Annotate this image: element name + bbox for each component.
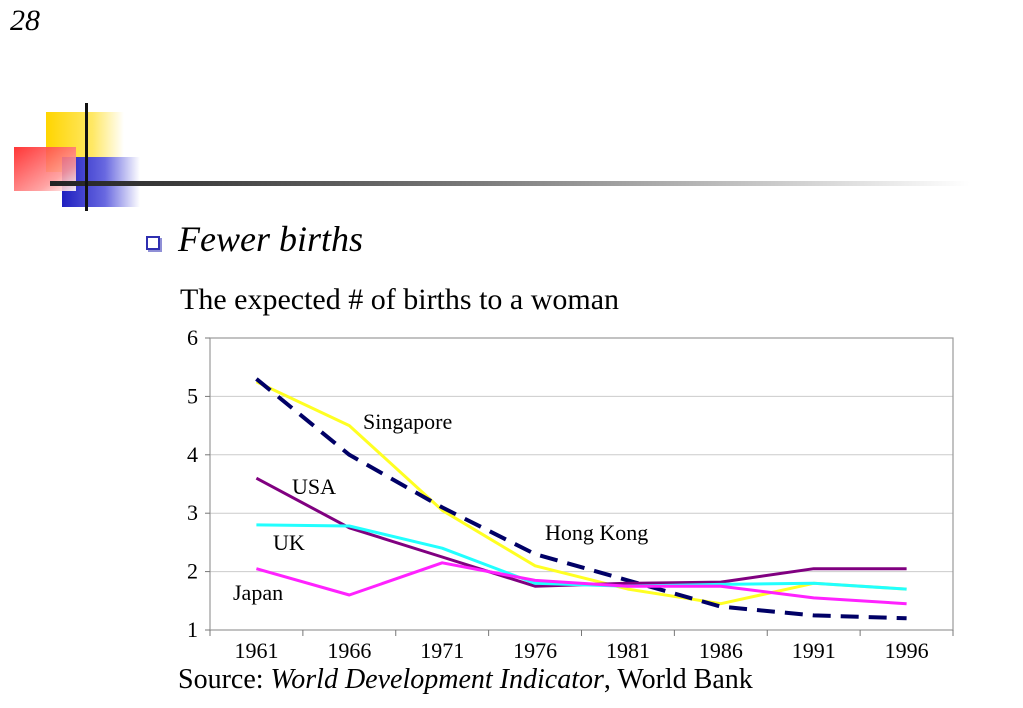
chart-series <box>255 377 907 621</box>
x-tick-label: 1986 <box>699 638 743 663</box>
bullet-icon <box>146 236 160 250</box>
x-tick-label: 1961 <box>234 638 278 663</box>
source-prefix: Source: <box>178 664 271 695</box>
x-tick-label: 1971 <box>420 638 464 663</box>
bullet-heading: Fewer births <box>178 219 363 259</box>
slide-number: 28 <box>10 4 40 37</box>
slide-logo-decoration <box>14 103 970 211</box>
source-suffix: , World Bank <box>603 664 753 695</box>
chart-subtitle: The expected # of births to a woman <box>180 283 620 316</box>
y-tick-label: 1 <box>187 617 198 642</box>
y-tick-label: 4 <box>187 442 198 467</box>
series-line-singapore <box>255 380 907 606</box>
x-tick-label: 1991 <box>792 638 836 663</box>
series-label-singapore: Singapore <box>363 409 452 434</box>
y-tick-label: 2 <box>187 559 198 584</box>
series-label-japan: Japan <box>233 580 283 605</box>
x-tick-label: 1966 <box>327 638 371 663</box>
logo-vertical-rule <box>85 103 88 211</box>
source-title: World Development Indicator <box>270 664 604 695</box>
series-line-japan <box>255 561 907 606</box>
logo-horizontal-rule <box>50 181 970 186</box>
series-label-hong-kong: Hong Kong <box>545 520 648 545</box>
series-label-usa: USA <box>292 474 336 499</box>
chart-gridlines <box>210 395 953 573</box>
series-label-uk: UK <box>273 530 305 555</box>
y-tick-label: 5 <box>187 383 198 408</box>
chart-series-labels: Singapore Hong Kong USA UK Japan <box>233 409 648 605</box>
chart-axis-ticks: 1 2 3 4 5 6 1961 1966 1971 1976 1981 1986 1991 1996 <box>187 325 954 663</box>
x-tick-label: 1996 <box>885 638 929 663</box>
source-citation: Source: World Development Indicator, Wor… <box>178 664 753 696</box>
x-tick-label: 1976 <box>513 638 557 663</box>
y-tick-label: 3 <box>187 500 198 525</box>
fertility-line-chart: 1 2 3 4 5 6 1961 1966 1971 1976 1981 1986 1991 1996 S… <box>187 325 954 663</box>
x-tick-label: 1981 <box>606 638 650 663</box>
series-line-hong-kong <box>255 377 907 621</box>
y-tick-label: 6 <box>187 325 198 350</box>
